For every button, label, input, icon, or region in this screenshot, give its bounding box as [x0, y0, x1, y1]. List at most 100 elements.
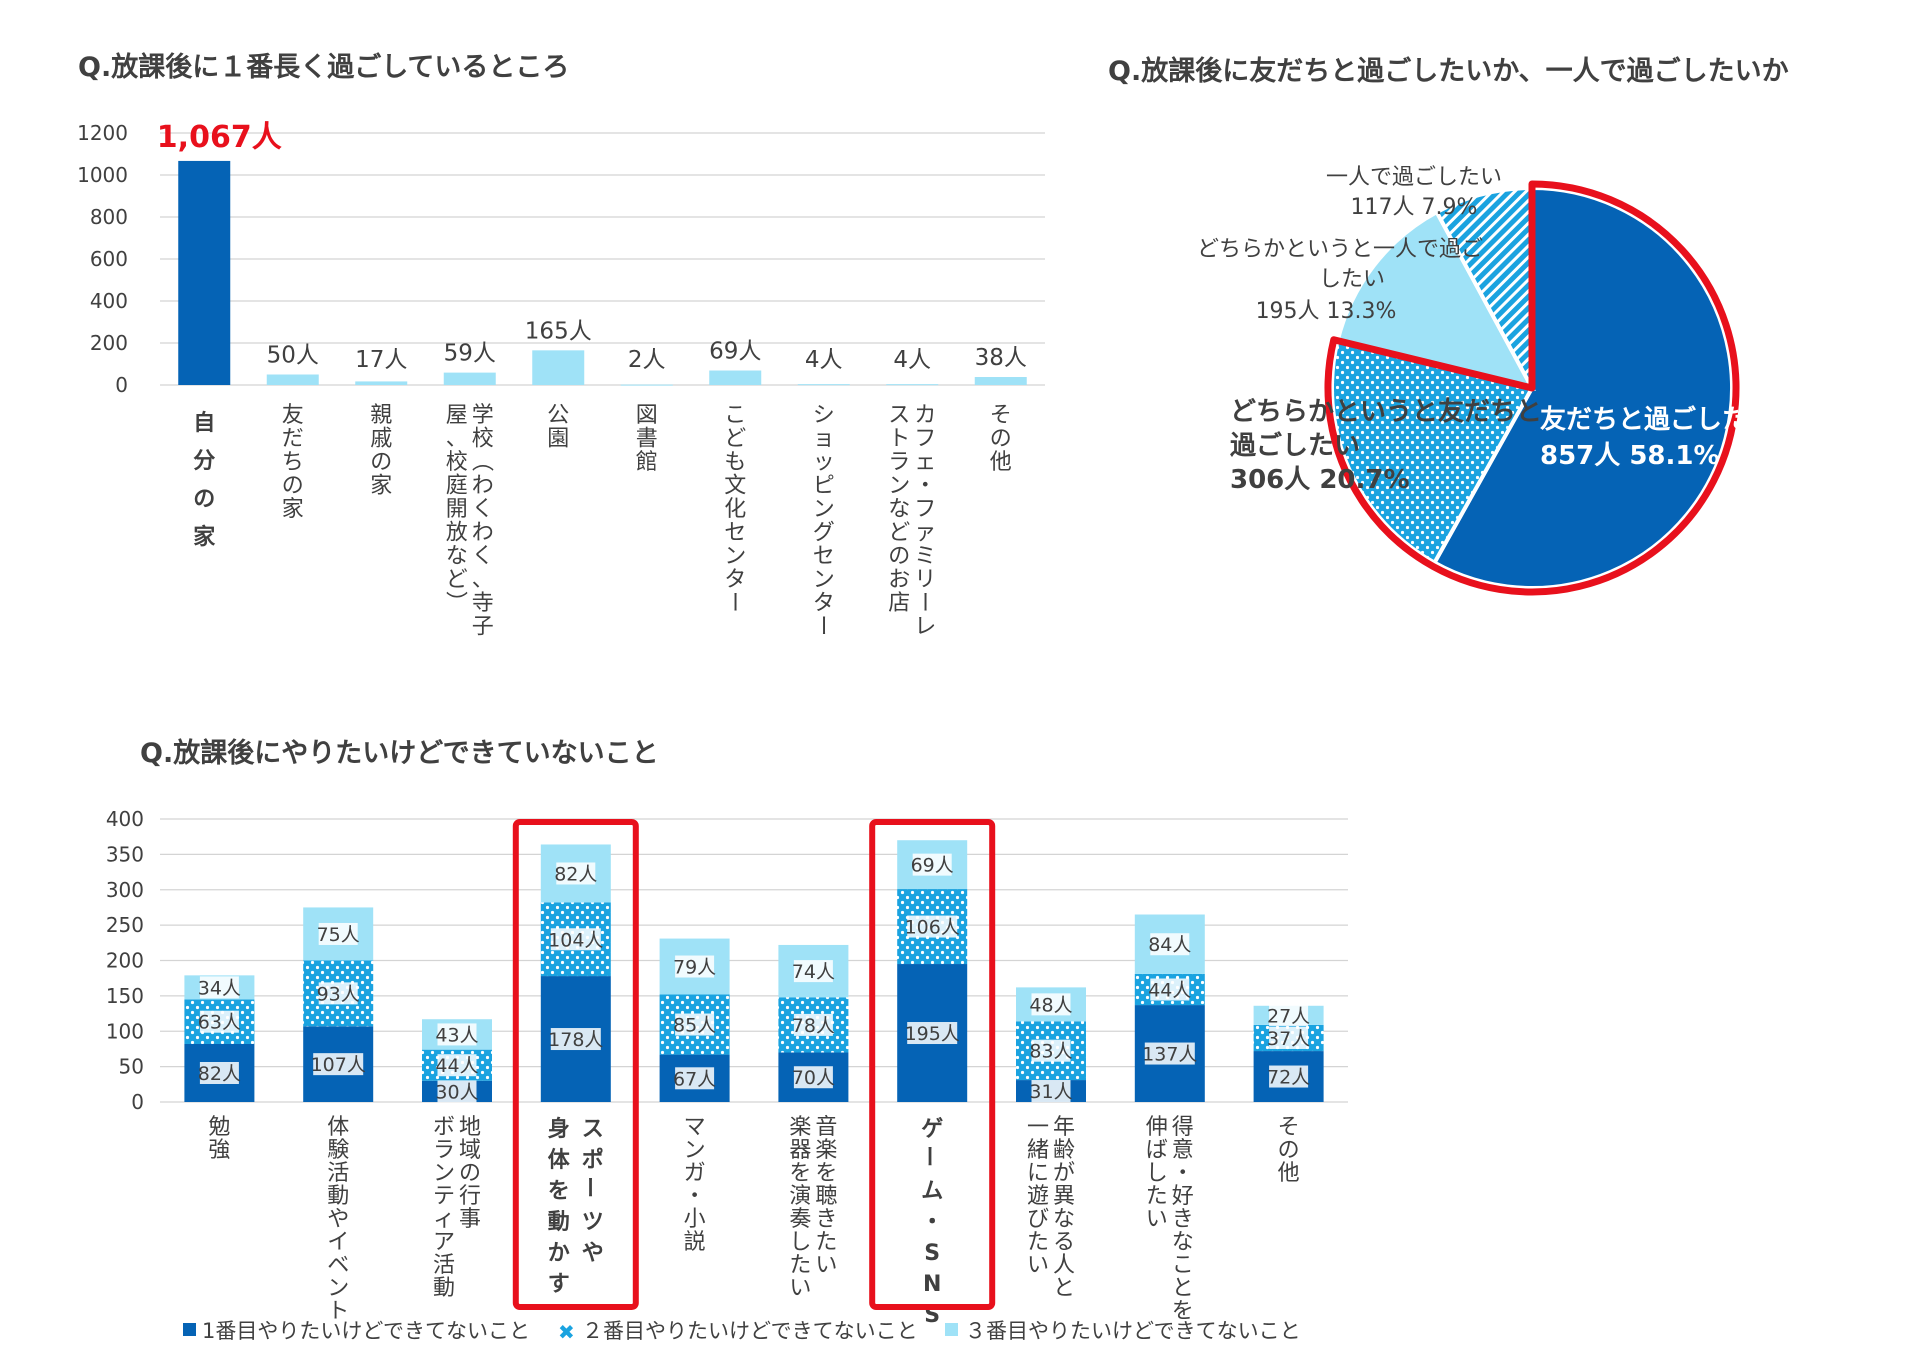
category-label-char: カ: [914, 403, 936, 428]
legend-swatch-2nd: ✖: [558, 1320, 575, 1344]
data-label: 82人: [198, 1063, 241, 1085]
chart-where-title: Q.放課後に１番長く過ごしているところ: [78, 51, 569, 83]
category-label-char: ン: [724, 544, 746, 569]
category-label-char: ム: [921, 1179, 943, 1204]
legend-label-2nd: ２番目やりたいけどできてないこと: [582, 1319, 918, 1343]
chart-where-spent: Q.放課後に１番長く過ごしているところ 0 200 400 600 800 1000 120…: [77, 51, 1045, 640]
category-label-char: ト: [327, 1299, 349, 1324]
category-label-char: 公: [547, 403, 569, 428]
data-label-bg: [556, 862, 596, 885]
bar: [355, 381, 408, 385]
category-label: マンガ・小説: [684, 1115, 706, 1255]
y-tick-label: 600: [90, 247, 128, 271]
data-label-bg: [1031, 1080, 1071, 1103]
data-label-bg: [1269, 1026, 1309, 1049]
category-label-char: ァ: [914, 521, 936, 546]
bar: [974, 377, 1027, 385]
bar: [709, 370, 762, 385]
data-label: 48人: [1029, 994, 1072, 1016]
category-label-char: ン: [813, 497, 835, 522]
category-label-char: の: [888, 544, 910, 569]
category-label-char: ー: [810, 614, 835, 636]
category-label-char: き: [1172, 1207, 1194, 1232]
data-label-bg: [1031, 1039, 1071, 1062]
pie-label-rather-friends-value: 306人 20.7%: [1230, 465, 1410, 495]
bar: [266, 374, 319, 385]
data-label-bg: [199, 976, 239, 999]
category-label-char: 、: [446, 427, 468, 452]
category-label-char: い: [1146, 1207, 1168, 1232]
category-label-char: 事: [459, 1207, 481, 1232]
data-label-bg: [675, 955, 715, 978]
legend-swatch-3rd: [945, 1323, 958, 1336]
category-label-char: ラ: [888, 450, 910, 475]
y-tick-label: 400: [106, 807, 144, 831]
category-label-char: と: [1172, 1276, 1194, 1301]
category-label-char: 域: [459, 1138, 481, 1163]
category-label-char: 分: [193, 449, 215, 474]
category-label-char: ェ: [914, 450, 936, 475]
category-label-char: 動: [327, 1184, 349, 1209]
y-tick-label: 200: [90, 331, 128, 355]
category-label-char: 得: [1172, 1115, 1194, 1140]
category-label-char: 音: [815, 1115, 837, 1140]
data-label: 165人: [525, 318, 592, 344]
category-label-char: ィ: [433, 1207, 455, 1232]
category-label-char: そ: [1278, 1115, 1300, 1140]
category-label-char: か: [548, 1241, 570, 1266]
category-label-char: ボ: [433, 1115, 455, 1140]
data-label: 84人: [1148, 934, 1191, 956]
category-label-char: ト: [888, 427, 910, 452]
category-label-char: そ: [990, 403, 1012, 428]
category-label-char: 体: [548, 1148, 571, 1173]
data-label: 85人: [673, 1015, 716, 1037]
data-label: 75人: [317, 924, 360, 946]
category-label-char: 放: [446, 521, 468, 546]
category-label-char: 家: [193, 524, 216, 550]
category-label-char: ー: [721, 591, 746, 613]
pie-slice: [1431, 185, 1734, 590]
data-label-bg: [318, 922, 358, 945]
chart-want-cannot-categories: 勉強体験活動やイベント地域の行事ボランティア活動スポーツや身体を動かすマンガ・小…: [208, 1115, 1299, 1328]
category-label-char: 奏: [789, 1207, 811, 1232]
category-label-char: 活: [327, 1161, 349, 1186]
category-label-char: 、: [472, 568, 494, 593]
category-label-char: す: [548, 1272, 570, 1297]
data-label: 4人: [893, 347, 931, 373]
category-label-char: 館: [636, 450, 658, 475]
category-label: その他: [1278, 1115, 1300, 1186]
category-label-char: 小: [684, 1207, 706, 1232]
category-label-char: だ: [282, 427, 304, 452]
category-label-char: 親: [370, 403, 392, 428]
category-label-char: 体: [327, 1115, 349, 1140]
category-label-char: 文: [724, 474, 746, 499]
data-label-bg: [1150, 978, 1190, 1001]
category-label-char: ど: [888, 521, 910, 546]
category-label-char: ョ: [813, 427, 835, 452]
data-label-bg: [675, 1013, 715, 1036]
category-label-char: た: [815, 1230, 837, 1255]
category-label-char: 一: [1027, 1115, 1049, 1140]
category-label-char: ン: [327, 1276, 349, 1301]
category-label-char: た: [1027, 1230, 1049, 1255]
category-label-char: 身: [548, 1116, 570, 1142]
category-label-char: 楽: [789, 1115, 811, 1140]
y-tick-label: 200: [106, 949, 144, 973]
category-label-char: 動: [433, 1276, 455, 1301]
category-label-char: 演: [789, 1184, 811, 1209]
category-label-char: な: [1172, 1230, 1194, 1255]
chart-want-cannot-title: Q.放課後にやりたいけどできていないこと: [140, 737, 659, 769]
data-label: 70人: [792, 1067, 835, 1089]
pie-label-alone-name: 一人で過ごしたい: [1326, 165, 1502, 190]
data-label: 37人: [1267, 1028, 1310, 1050]
category-label-char: い: [1027, 1253, 1049, 1278]
category-label-char: を: [1172, 1299, 1194, 1324]
data-label-bg: [318, 982, 358, 1005]
category-label-char: ス: [888, 403, 910, 428]
